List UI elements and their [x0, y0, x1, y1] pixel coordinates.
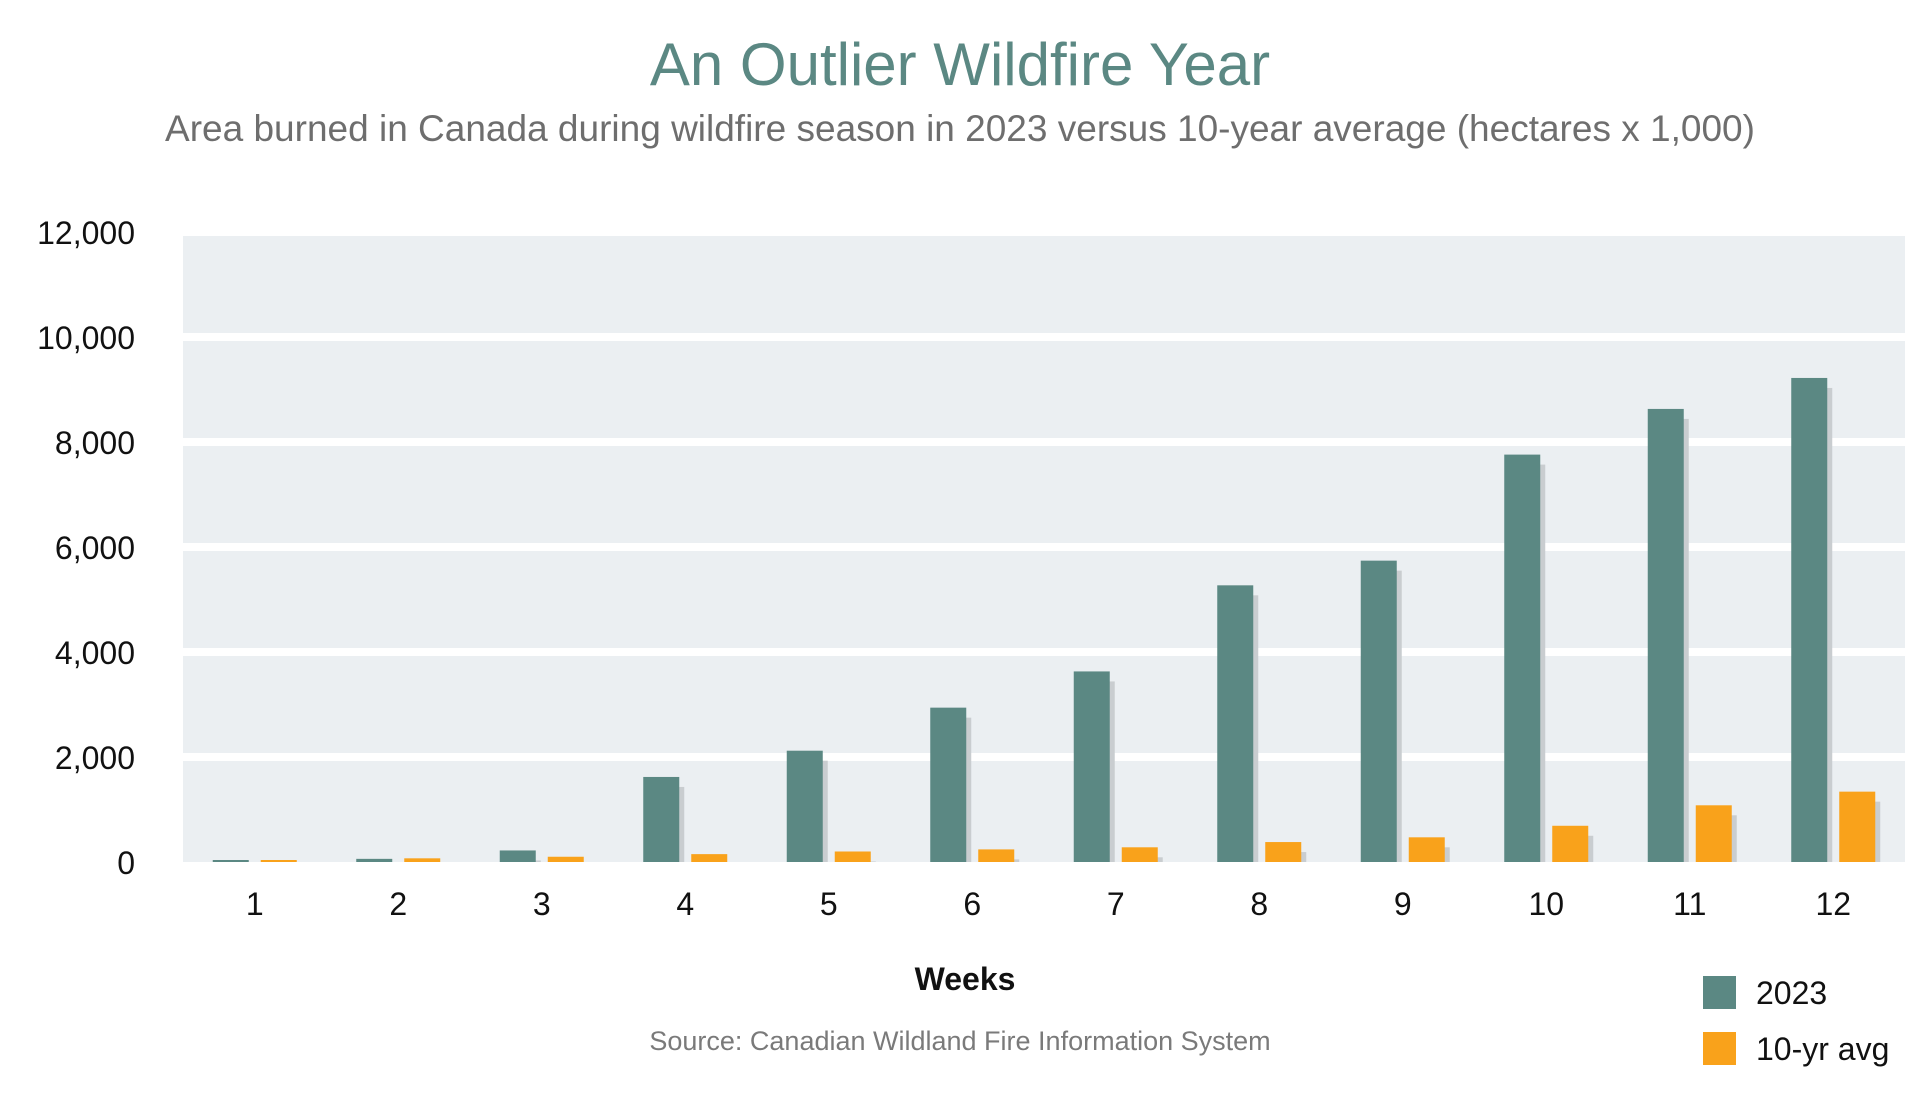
bar-2023-week-2: [356, 858, 393, 862]
x-tick-label: 10: [1528, 886, 1564, 922]
bar-avg-week-1: [260, 860, 297, 862]
bar-avg-week-4: [691, 854, 728, 862]
bars: [212, 377, 1881, 862]
bar-avg-week-5: [834, 851, 871, 862]
bar-avg-week-6: [978, 849, 1015, 862]
source-note: Source: Canadian Wildland Fire Informati…: [649, 1026, 1271, 1056]
x-tick-label: 2: [389, 886, 407, 922]
bar-2023-week-5: [786, 750, 823, 862]
legend-label: 10-yr avg: [1756, 1031, 1889, 1067]
plot-band: [183, 761, 1905, 862]
plot-band: [183, 551, 1905, 648]
bar-avg-week-8: [1265, 842, 1302, 862]
x-tick-label: 7: [1107, 886, 1125, 922]
bar-2023-week-8: [1217, 585, 1254, 862]
chart-title: An Outlier Wildfire Year: [649, 31, 1271, 98]
y-tick-label: 12,000: [37, 215, 135, 251]
plot-band: [183, 656, 1905, 753]
bar-avg-week-2: [404, 858, 441, 862]
bar-avg-week-11: [1695, 805, 1732, 862]
chart-subtitle: Area burned in Canada during wildfire se…: [165, 108, 1755, 149]
x-tick-label: 6: [963, 886, 981, 922]
bar-avg-week-7: [1121, 847, 1158, 862]
x-tick-label: 9: [1394, 886, 1412, 922]
y-axis-ticks: 0 2,000 4,000 6,000 8,000 10,000 12,000: [37, 215, 135, 881]
x-tick-label: 3: [533, 886, 551, 922]
y-tick-label: 2,000: [55, 740, 135, 776]
x-tick-label: 1: [246, 886, 264, 922]
x-tick-label: 5: [820, 886, 838, 922]
bar-2023-week-9: [1360, 560, 1397, 862]
x-axis-ticks: 1 2 3 4 5 6 7 8 9 10 11 12: [246, 886, 1851, 922]
x-tick-label: 11: [1673, 886, 1706, 922]
y-tick-label: 4,000: [55, 635, 135, 671]
bar-avg-week-10: [1552, 825, 1589, 862]
bar-2023-week-4: [643, 776, 680, 862]
bar-2023-week-6: [930, 707, 967, 862]
legend-label: 2023: [1756, 975, 1827, 1011]
bar-avg-week-12: [1839, 791, 1876, 862]
legend-swatch-avg: [1703, 1032, 1736, 1065]
bar-avg-week-3: [547, 856, 584, 862]
bar-2023-week-3: [499, 850, 536, 862]
x-axis-label: Weeks: [915, 961, 1016, 997]
bar-avg-week-9: [1408, 837, 1445, 862]
y-tick-label: 6,000: [55, 530, 135, 566]
plot-band: [183, 236, 1905, 333]
y-tick-label: 8,000: [55, 425, 135, 461]
legend: 2023 10-yr avg: [1703, 975, 1889, 1067]
legend-swatch-2023: [1703, 976, 1736, 1009]
x-tick-label: 8: [1250, 886, 1268, 922]
y-tick-label: 0: [117, 845, 135, 881]
plot-band: [183, 341, 1905, 438]
bar-2023-week-12: [1791, 377, 1828, 862]
plot-background: [183, 236, 1905, 862]
bar-2023-week-1: [212, 860, 249, 862]
x-tick-label: 4: [676, 886, 694, 922]
bar-2023-week-10: [1504, 454, 1541, 862]
bar-2023-week-11: [1647, 408, 1684, 862]
y-tick-label: 10,000: [37, 320, 135, 356]
bar-2023-week-7: [1073, 671, 1110, 862]
plot-band: [183, 446, 1905, 543]
x-tick-label: 12: [1815, 886, 1851, 922]
